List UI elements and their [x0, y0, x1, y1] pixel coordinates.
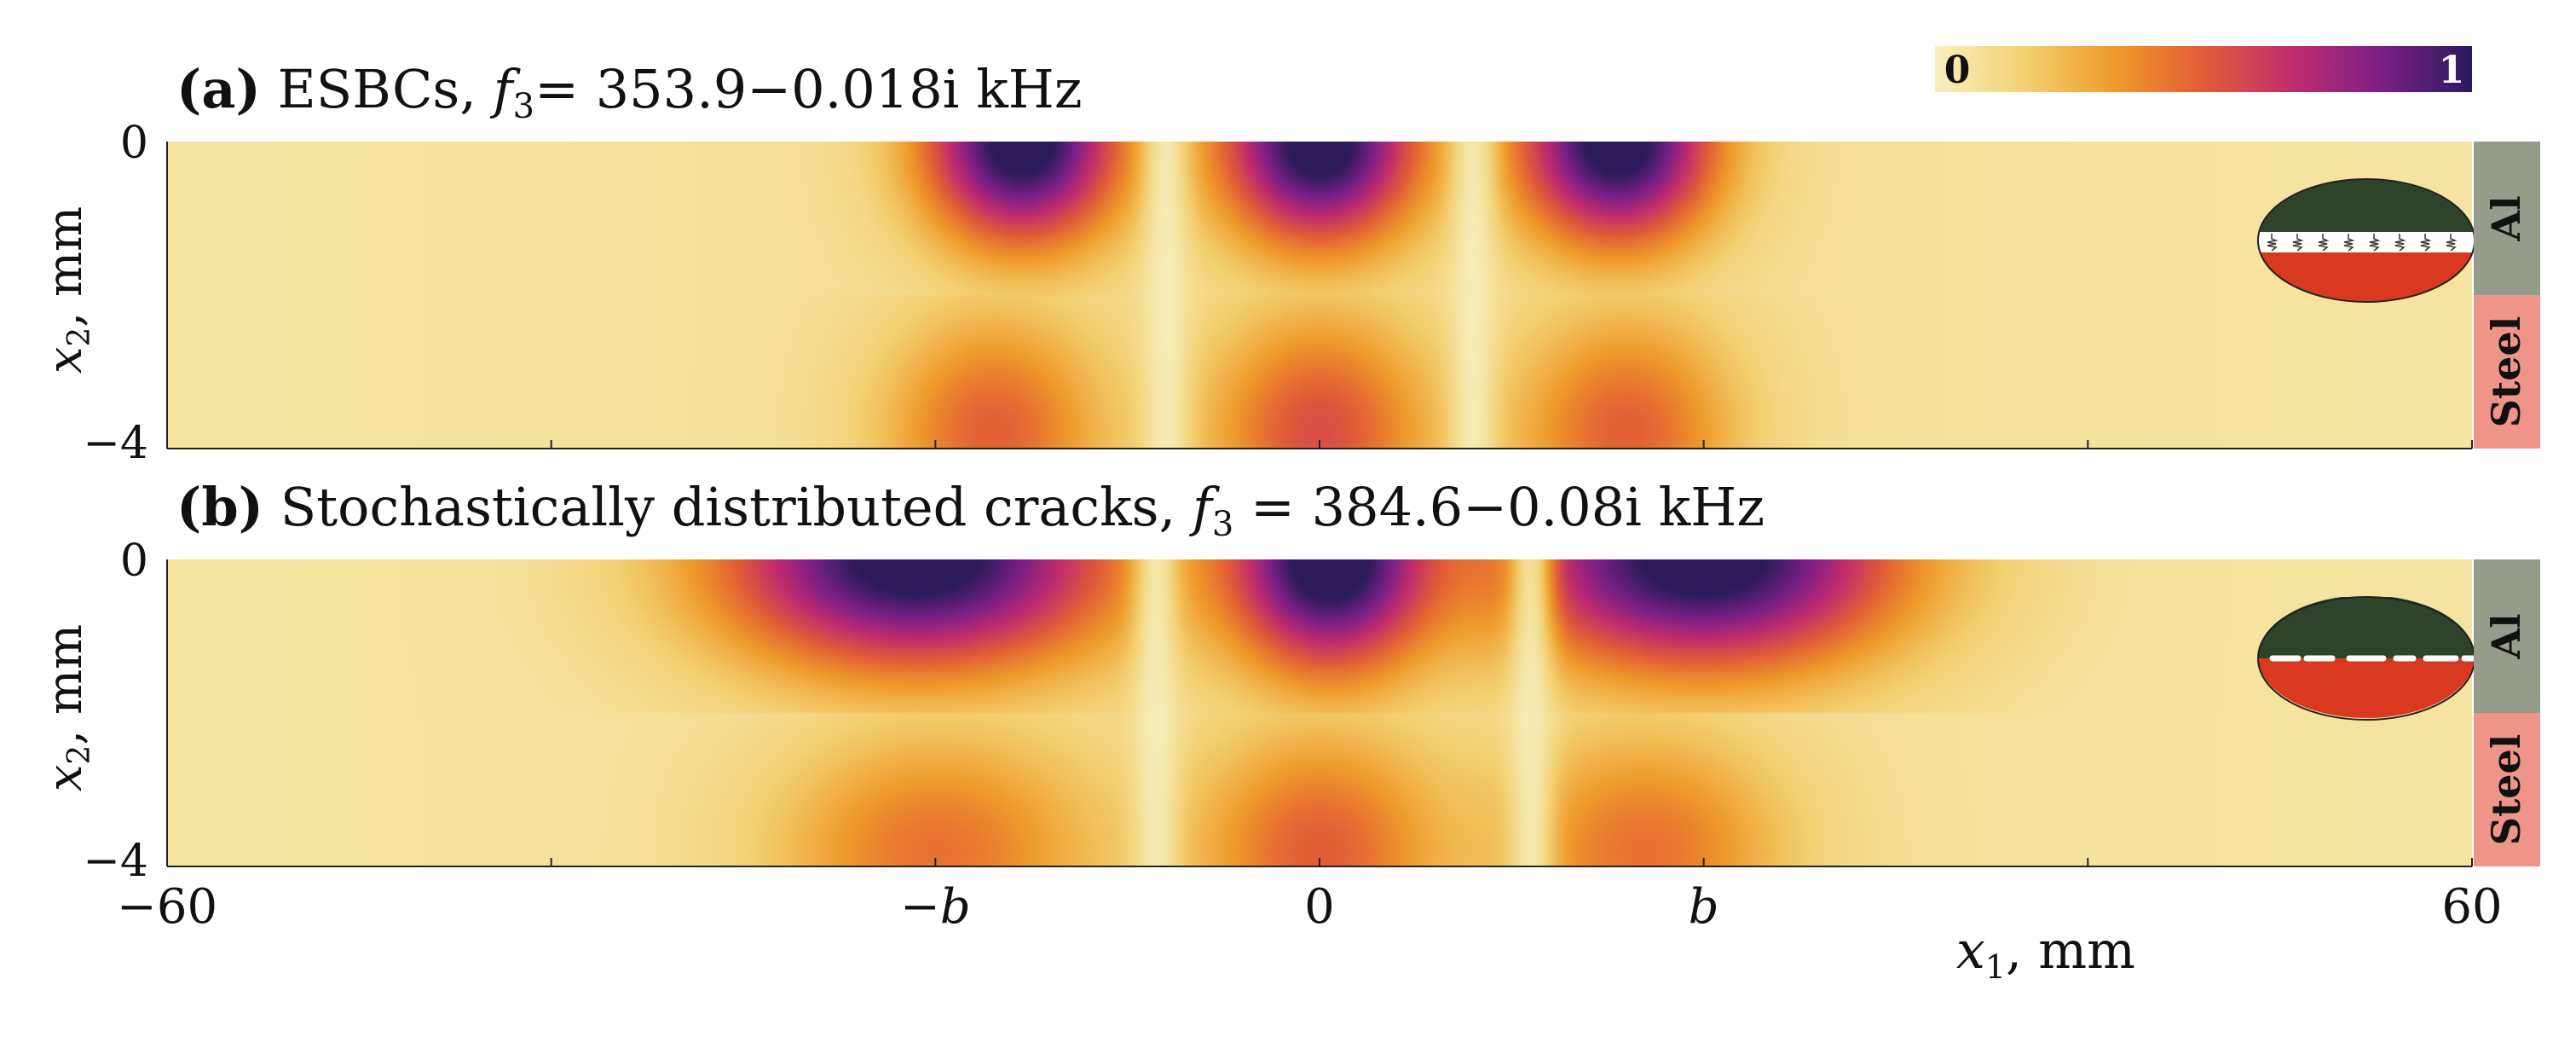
- panel-b-ylabel-sub: 2: [62, 745, 97, 765]
- panel-a-ylabel: x2, mm: [38, 206, 97, 374]
- panel-b-freq-value: = 384.6−0.08i kHz: [1233, 476, 1765, 538]
- x-axis-label-unit: , mm: [2006, 921, 2135, 981]
- inset-layers: [2258, 179, 2475, 302]
- x-axis-label: x1, mm: [1956, 921, 2135, 986]
- x-tick-labels: −60 −b 0 b 60: [117, 879, 2503, 935]
- panel-a-layer-bar: Al Steel: [2474, 142, 2540, 449]
- panel-b-axes: [166, 559, 2473, 867]
- panel-a-tag: (a): [176, 58, 261, 120]
- x-axis-label-sub: 1: [1985, 948, 2006, 986]
- panel-a-freq-value: = 353.9−0.018i kHz: [534, 58, 1082, 120]
- panel-a-ylabel-sub: 2: [62, 327, 97, 347]
- layer-al-label: Al: [2483, 613, 2529, 659]
- panel-b-heatmap: [167, 559, 2472, 866]
- panel-a: (a) ESBCs, f3= 353.9−0.018i kHz x2, mm 0…: [38, 58, 2540, 469]
- panel-a-inset: [2257, 178, 2475, 303]
- layer-steel-band: [2474, 295, 2540, 449]
- inset-spring-layer: [2258, 232, 2475, 252]
- panel-b: (b) Stochastically distributed cracks, f…: [38, 476, 2540, 887]
- layer-steel-label: Steel: [2483, 734, 2529, 845]
- layer-al-band: [2474, 559, 2540, 713]
- panel-b-title-text: Stochastically distributed cracks,: [263, 476, 1193, 538]
- colorbar: 0 1: [1935, 46, 2472, 92]
- colorbar-min-label: 0: [1944, 49, 1971, 92]
- x-tick-label: 0: [1304, 879, 1335, 935]
- panel-b-ylabel-var: x: [38, 765, 93, 792]
- panel-a-freq-sub: 3: [513, 87, 534, 126]
- panel-b-ylabel: x2, mm: [38, 624, 97, 791]
- panel-a-axes: [166, 142, 2473, 449]
- layer-al-band: [2474, 142, 2540, 295]
- panel-a-ylabel-var: x: [38, 347, 93, 374]
- panel-a-ylabel-unit: , mm: [38, 206, 93, 327]
- layer-al-label: Al: [2483, 195, 2529, 241]
- panel-b-layer-bar: Al Steel: [2474, 559, 2540, 866]
- panel-b-inset: [2257, 596, 2475, 721]
- panel-a-title: (a) ESBCs, f3= 353.9−0.018i kHz: [176, 58, 1083, 126]
- panel-b-title: (b) Stochastically distributed cracks, f…: [176, 476, 1765, 544]
- panel-b-ytick-bottom: −4: [83, 836, 148, 887]
- panel-a-ytick-bottom: −4: [83, 418, 148, 469]
- panel-b-ytick-top: 0: [120, 536, 148, 587]
- panel-a-heatmap: [167, 142, 2472, 449]
- panel-b-ylabel-unit: , mm: [38, 624, 93, 745]
- panel-a-ytick-top: 0: [120, 118, 148, 169]
- colorbar-max-label: 1: [2439, 49, 2465, 92]
- panel-b-tag: (b): [176, 476, 263, 538]
- x-axis-label-var: x: [1956, 921, 1985, 981]
- layer-steel-label: Steel: [2483, 316, 2529, 427]
- x-tick-label: −60: [117, 879, 217, 935]
- colorbar-gradient: [1935, 46, 2472, 92]
- x-tick-label: −b: [900, 879, 971, 935]
- x-tick-label: b: [1689, 879, 1719, 935]
- layer-steel-band: [2474, 713, 2540, 866]
- x-tick-label: 60: [2441, 879, 2502, 935]
- inset-springs: [2267, 234, 2458, 252]
- panel-a-title-text: ESBCs,: [261, 58, 494, 120]
- panel-b-freq-sub: 3: [1212, 505, 1233, 544]
